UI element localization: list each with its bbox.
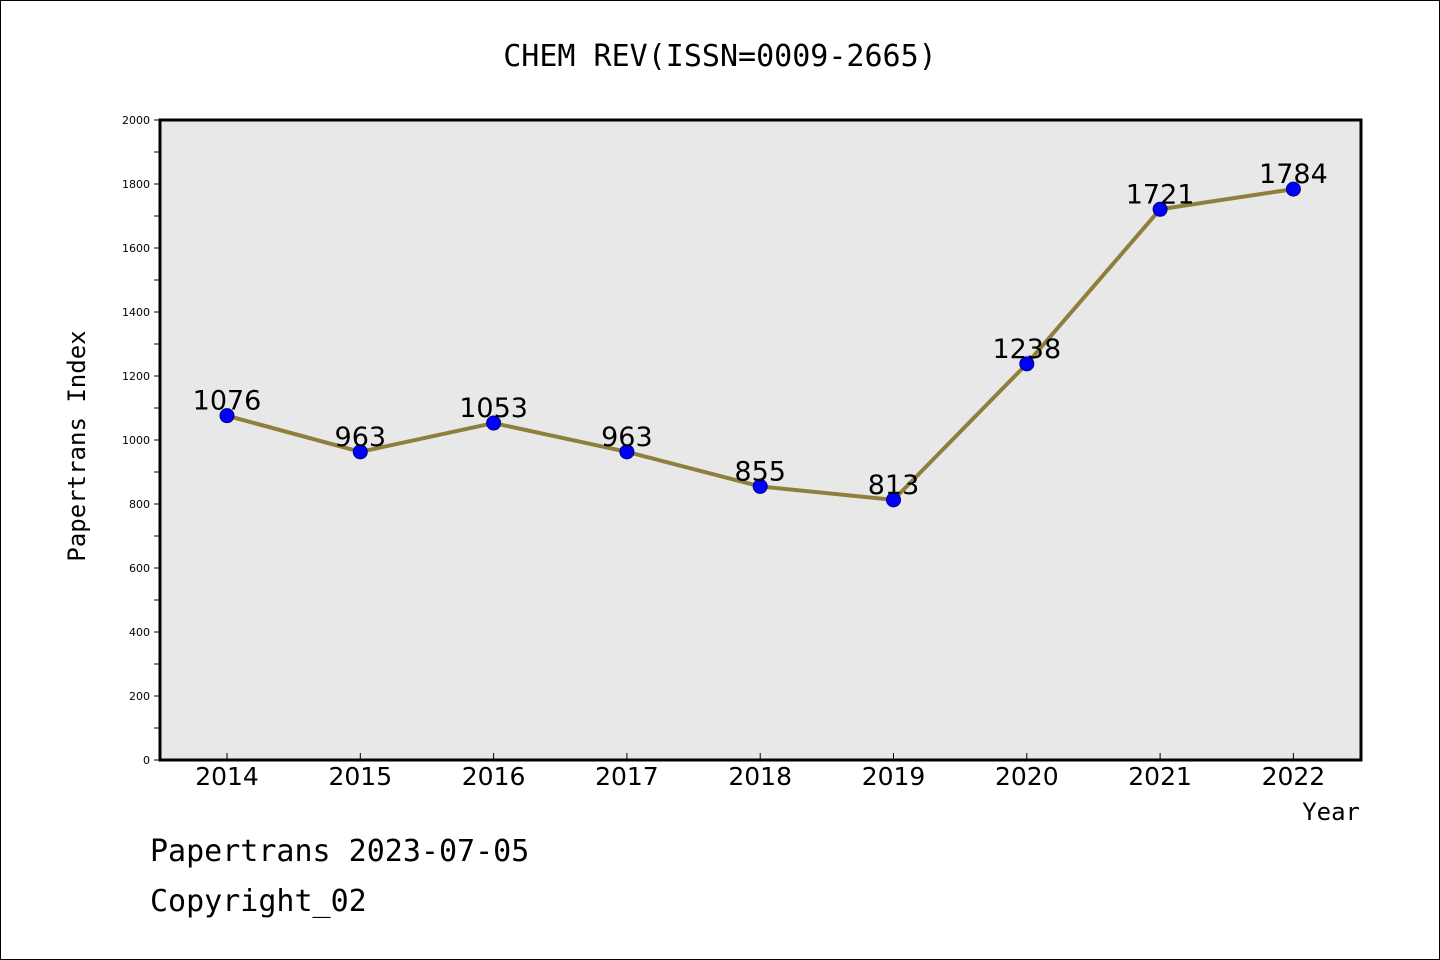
x-tick-label: 2017 [595,762,659,791]
y-axis: 0 200 400 600 800 1000 1200 1400 1600 1800 2000 [122,114,160,767]
y-tick-label: 400 [129,626,150,639]
data-label: 813 [868,470,920,501]
y-tick-label: 1200 [122,370,150,383]
data-point [886,492,901,508]
x-tick-label: 2016 [462,762,526,791]
x-tick-label: 2019 [862,762,926,791]
y-tick-label: 2000 [122,114,150,127]
x-tick-label: 2021 [1128,762,1192,791]
x-tick-label: 2014 [195,762,259,791]
y-tick-label: 1800 [122,178,150,191]
data-label: 963 [601,422,653,453]
y-tick-label: 200 [129,690,150,703]
data-points-group [219,181,1301,508]
y-tick-label: 1600 [122,242,150,255]
data-label: 855 [734,456,786,487]
footer-copyright: Copyright_02 [150,884,367,919]
data-label: 1721 [1126,179,1195,210]
y-tick-label: 800 [129,498,150,511]
data-point [1019,356,1035,372]
y-axis-label: Papertrans Index [63,330,91,561]
data-label: 963 [335,422,387,453]
x-tick-label: 2018 [728,762,792,791]
data-label: 1784 [1259,159,1328,190]
data-point [486,415,502,431]
x-tick-label: 2020 [995,762,1059,791]
footer-date: Papertrans 2023-07-05 [150,834,530,869]
data-point [619,444,635,460]
y-tick-label: 1000 [122,434,150,447]
data-label: 1076 [193,386,262,417]
y-tick-label: 600 [129,562,150,575]
data-label: 1238 [992,334,1061,365]
y-tick-label: 1400 [122,306,150,319]
chart-title: CHEM REV(ISSN=0009-2665) [503,39,936,74]
data-point [1152,201,1168,217]
data-label: 1053 [459,393,528,424]
x-tick-label: 2015 [328,762,392,791]
x-axis: 2014 2015 2016 2017 2018 2019 2020 2021 2022 [195,753,1325,791]
plot-area [158,118,1363,762]
y-tick-label: 0 [143,754,150,767]
x-axis-label: Year [1302,798,1360,826]
data-point [352,444,368,460]
data-point [219,408,235,424]
data-labels-group: 1076 963 1053 963 855 813 1238 1721 1784 [193,159,1328,501]
data-point [1285,181,1301,197]
x-tick-label: 2022 [1262,762,1326,791]
data-point [752,478,768,494]
